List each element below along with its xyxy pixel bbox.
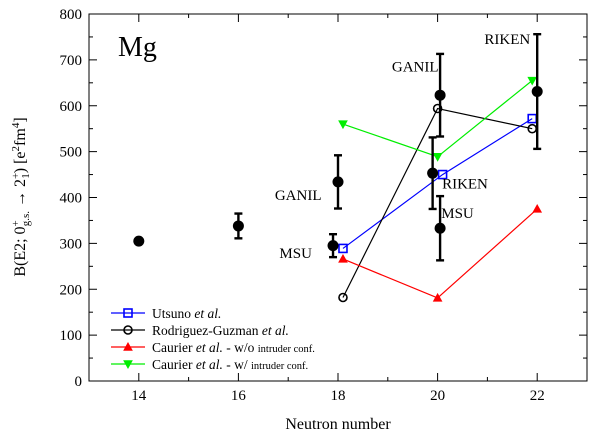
legend-label-part: et al. [194, 306, 221, 321]
legend-label-part: Caurier [152, 340, 196, 355]
legend-label-part: intruder conf. [258, 344, 315, 355]
series-2-point [532, 203, 543, 213]
lab-annotation: GANIL [392, 59, 439, 75]
y-tick-label: 0 [75, 374, 83, 390]
series-3-point [527, 76, 538, 86]
series-0-point [338, 243, 348, 254]
experiment-point [427, 167, 439, 179]
annotation-layer: GANIL MSU GANIL RIKEN MSU RIKEN [275, 32, 531, 262]
legend-label-3: Caurier et al. - w/ intruder conf. [152, 357, 308, 372]
legend-label-part: - w/ [223, 357, 251, 372]
series-3-point [338, 120, 348, 130]
experiment-point [434, 89, 446, 101]
series-line-0 [342, 118, 533, 249]
legend-label-part: intruder conf. [251, 361, 308, 372]
lab-annotation: MSU [441, 206, 474, 222]
y-axis-title: B(E2; 0+g.s. → 2+1) [e2fm4] [10, 117, 32, 276]
axis-ticks [88, 13, 588, 382]
lab-annotation: MSU [279, 246, 312, 262]
legend-marker-0 [123, 308, 133, 318]
experiment-point [232, 220, 244, 232]
legend-label-part: et al. [196, 357, 223, 372]
legend-label-0: Utsuno et al. [152, 306, 221, 321]
x-tick-label: 22 [530, 388, 545, 404]
y-tick-label: 200 [60, 282, 83, 298]
experiment-point [327, 240, 339, 252]
y-tick-label: 800 [60, 7, 83, 23]
lab-annotation: RIKEN [484, 32, 530, 48]
x-tick-label: 18 [331, 388, 346, 404]
panel-label: Mg [118, 32, 157, 63]
series-1-point [432, 103, 443, 114]
tick-labels: 14 16 18 20 22 0 100 200 300 400 500 600 700 800 [60, 7, 545, 404]
x-axis-title: Neutron number [285, 416, 391, 433]
x-tick-label: 14 [131, 388, 147, 404]
lab-annotation: RIKEN [442, 176, 488, 192]
legend-label-part: et al. [196, 340, 223, 355]
legend-label-2: Caurier et al. - w/o intruder conf. [152, 340, 315, 355]
series-1-point [338, 292, 348, 303]
y-tick-label: 300 [60, 236, 83, 252]
x-tick-label: 16 [231, 388, 247, 404]
y-tick-label: 600 [60, 99, 83, 115]
experiment-point [133, 235, 145, 247]
legend-label-part: Caurier [152, 357, 196, 372]
y-tick-label: 500 [60, 145, 83, 161]
experiment-point [332, 176, 344, 188]
series-line-1 [342, 107, 533, 298]
series-2-point [432, 292, 443, 302]
legend-label-part: Utsuno [152, 306, 194, 321]
x-tick-label: 20 [430, 388, 445, 404]
series-0-point [437, 169, 448, 180]
y-tick-label: 100 [60, 328, 83, 344]
legend-label-part: et al. [262, 323, 289, 338]
legend-label-part: - w/o [223, 340, 258, 355]
y-tick-label: 700 [60, 53, 83, 69]
experiment-point [531, 86, 543, 98]
experiment-point [434, 222, 446, 234]
legend-marker-1 [123, 325, 133, 335]
experiment-layer [133, 32, 543, 262]
legend-label-1: Rodriguez-Guzman et al. [152, 323, 289, 338]
legend-marker-3 [123, 360, 133, 370]
legend-label-part: Rodriguez-Guzman [152, 323, 262, 338]
series-3-point [432, 152, 443, 162]
series-2-point [338, 253, 348, 263]
y-tick-label: 400 [60, 191, 83, 207]
legend-marker-2 [123, 341, 133, 351]
legend: Utsuno et al.Rodriguez-Guzman et al.Caur… [111, 306, 315, 372]
lab-annotation: GANIL [275, 188, 322, 204]
